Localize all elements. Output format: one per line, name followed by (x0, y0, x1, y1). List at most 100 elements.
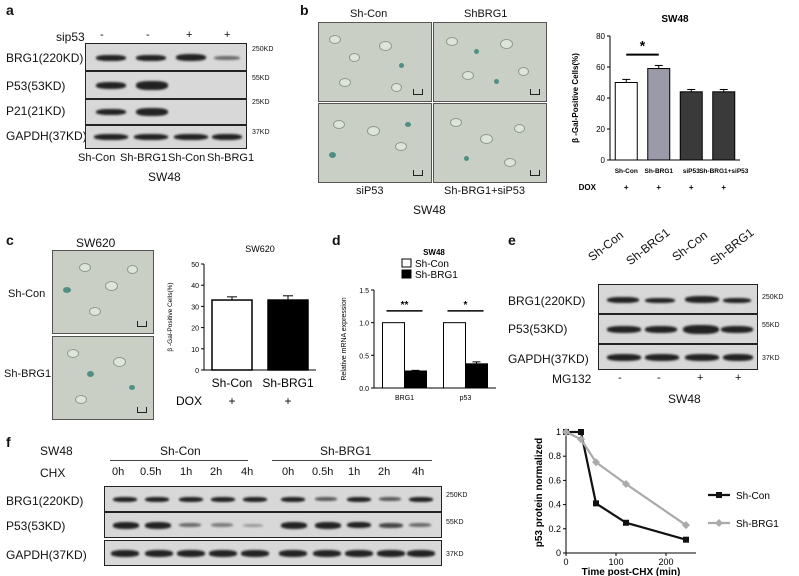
blot-f-gapdh (104, 540, 442, 566)
microscopy-b-shbrg1-sip53 (433, 103, 547, 183)
time-2-5: 4h (412, 466, 425, 478)
chart-d-bar (443, 322, 466, 389)
sip53-mark-3: + (186, 29, 193, 41)
time-1-5: 4h (241, 466, 254, 478)
time-2-2: 0.5h (312, 466, 334, 478)
chart-b-dox-label: DOX (579, 183, 597, 192)
blot-e-row-brg1: BRG1(220KD) (508, 294, 586, 308)
chart-c-dox-mark: + (284, 394, 291, 408)
blot-e-lane-1: Sh-Con (585, 227, 627, 264)
chart-b-title: SW48 (661, 14, 689, 25)
blot-a-row-p53: P53(53KD) (6, 79, 66, 93)
chart-c-ytick-label: 10 (191, 347, 199, 354)
kd-e-37: 37KD (762, 355, 780, 362)
chart-f-ytick-label: 0.2 (548, 524, 561, 534)
chart-f-legend-label: Sh-BRG1 (736, 519, 779, 530)
chart-d-ytick-label: 0.5 (359, 353, 369, 360)
chart-c-ytick-label: 50 (191, 262, 199, 269)
blot-e-lane-3: Sh-Con (669, 227, 711, 264)
chart-b: SW48 0 20 40 60 80 β -Gal-Positive Cells(%) Sh-… (571, 14, 748, 192)
chart-f-point (578, 429, 584, 435)
mg132-mark-2: - (657, 372, 661, 384)
chart-d-ytick-label: 0.0 (359, 386, 369, 393)
time-1-3: 1h (180, 466, 193, 478)
blot-e-row-p53: P53(53KD) (508, 322, 568, 336)
chart-c-bar (211, 299, 253, 371)
image-c-title: SW620 (76, 236, 116, 250)
chart-d-ytick-label: 1.5 (359, 288, 369, 295)
blot-f-row-brg1: BRG1(220KD) (6, 494, 84, 508)
chart-f-ytick-label: 0.4 (548, 500, 561, 510)
chart-f: 0 0.2 0.4 0.6 0.8 1 0 100 200 p53 protein normali… (534, 427, 779, 576)
blot-a-gapdh (85, 125, 247, 149)
chart-b-xtick-label: Sh-BRG1 (644, 168, 673, 175)
kd-a-250: 250KD (252, 46, 274, 53)
chart-b-bar (679, 91, 703, 161)
sip53-mark-1: - (100, 29, 104, 41)
chart-f-legend-marker (715, 519, 723, 527)
chx-label: CHX (40, 466, 66, 480)
chart-f-ylabel: p53 protein normalized (534, 438, 545, 547)
blot-a-brg1 (85, 43, 247, 71)
blot-f-brg1 (104, 486, 442, 512)
blot-a-cell-line: SW48 (148, 170, 181, 184)
blot-a-row-gapdh: GAPDH(37KD) (6, 129, 87, 143)
blot-e-cell-line: SW48 (668, 392, 701, 406)
chart-b-dox-mark: + (721, 183, 726, 192)
chart-b-bar (614, 82, 638, 161)
image-b-label-2: ShBRG1 (464, 8, 508, 20)
image-b-label-4: Sh-BRG1+siP53 (444, 185, 526, 197)
kd-f-55: 55KD (446, 519, 464, 526)
chart-d-bar (382, 322, 405, 389)
chart-f-xtick-label: 200 (658, 557, 673, 567)
time-1-1: 0h (112, 466, 125, 478)
time-1-4: 2h (210, 466, 223, 478)
chart-f-point (623, 519, 629, 526)
panel-b-label: b (300, 2, 309, 18)
panel-a-label: a (6, 2, 14, 18)
chart-d-ytick-label: 1.0 (359, 321, 369, 328)
image-c-row-1: Sh-Con (8, 288, 46, 300)
chart-b-dox-mark: + (656, 183, 661, 192)
panel-c-label: c (6, 232, 14, 248)
kd-f-250: 250KD (446, 492, 468, 499)
chart-d-xtick-label: BRG1 (395, 395, 414, 402)
mg132-mark-4: + (735, 372, 742, 384)
image-c-row-2: Sh-BRG1 (4, 368, 52, 380)
chart-f-point (592, 458, 600, 467)
kd-e-250: 250KD (762, 294, 784, 301)
chart-b-ylabel: β -Gal-Positive Cells(%) (571, 53, 580, 143)
kd-f-37: 37KD (446, 551, 464, 558)
mg132-label: MG132 (552, 372, 592, 386)
chart-b-ytick-label: 60 (596, 63, 605, 72)
chart-d-xtick-label: p53 (460, 395, 472, 402)
microscopy-b-sip53 (318, 103, 432, 183)
group-1-underline (110, 460, 248, 461)
blot-a-p53 (85, 71, 247, 99)
blot-a-row-brg1: BRG1(220KD) (6, 51, 84, 65)
chart-c-dox-label: DOX (176, 394, 202, 408)
microscopy-c-shcon (52, 250, 154, 334)
chart-f-point (683, 536, 689, 543)
chart-f-xtick-label: 100 (608, 557, 623, 567)
time-2-3: 1h (348, 466, 361, 478)
chart-f-legend-marker (716, 492, 722, 498)
chart-b-xtick-label: Sh-BRG1+siP53 (699, 168, 748, 175)
mg132-mark-1: - (618, 372, 622, 384)
blot-e-brg1 (598, 284, 758, 314)
chart-d-ylabel: Relative mRNA expression (341, 297, 348, 380)
chart-b-ytick-label: 20 (596, 125, 605, 134)
sip53-mark-2: - (146, 29, 150, 41)
chart-b-sig-star: * (640, 38, 646, 54)
blot-e-row-gapdh: GAPDH(37KD) (508, 352, 589, 366)
blot-f-cell-line: SW48 (40, 444, 73, 458)
chart-f-point (562, 428, 570, 436)
image-b-label-3: siP53 (356, 185, 384, 197)
chart-b-xtick-label: Sh-Con (615, 168, 638, 175)
group-2-underline (272, 460, 432, 461)
blot-a-lane-2: Sh-BRG1 (120, 152, 168, 164)
chart-d-sig-star: * (464, 300, 468, 311)
chart-d-sig-star: ** (401, 300, 409, 311)
microscopy-c-shbrg1 (52, 336, 154, 420)
chart-c-dox-mark: + (228, 394, 235, 408)
